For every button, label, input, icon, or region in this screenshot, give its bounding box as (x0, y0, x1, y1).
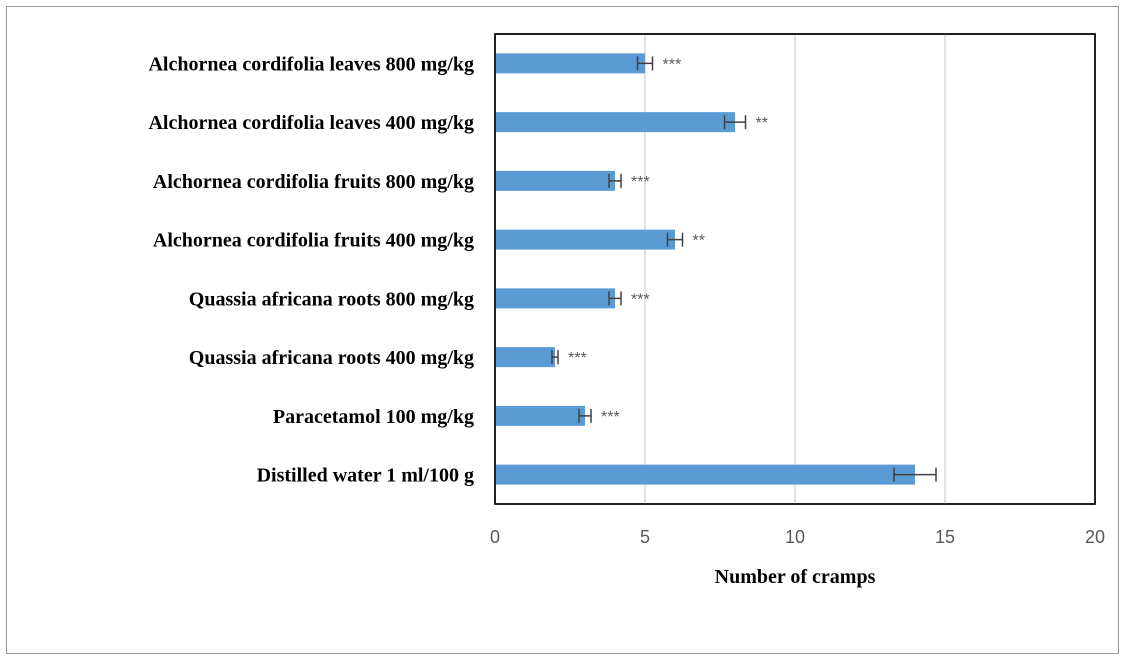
bar-7 (495, 464, 915, 485)
x-axis-title: Number of cramps (715, 566, 876, 588)
significance-label-3: ** (693, 233, 705, 250)
x-tick-label-3: 15 (935, 527, 955, 547)
bar-2 (495, 170, 615, 191)
significance-label-2: *** (631, 174, 650, 191)
significance-labels: ******************* (568, 56, 768, 426)
bar-4 (495, 288, 615, 309)
x-tick-labels: 0 5 10 15 20 (490, 527, 1105, 547)
category-label-5: Quassia africana roots 400 mg/kg (189, 347, 474, 369)
category-labels: Alchornea cordifolia leaves 800 mg/kg Alc… (148, 53, 474, 486)
x-tick-label-0: 0 (490, 527, 500, 547)
significance-label-6: *** (601, 409, 620, 426)
x-tick-label-1: 5 (640, 527, 650, 547)
plot-border (494, 33, 1096, 505)
x-tick-label-4: 20 (1085, 527, 1105, 547)
significance-label-1: ** (756, 115, 768, 132)
category-label-3: Alchornea cordifolia fruits 400 mg/kg (153, 230, 474, 252)
bar-6 (495, 405, 585, 426)
significance-label-0: *** (663, 56, 682, 73)
bar-5 (495, 347, 555, 368)
category-label-7: Distilled water 1 ml/100 g (257, 465, 474, 487)
error-bars (551, 56, 937, 482)
category-label-2: Alchornea cordifolia fruits 800 mg/kg (153, 171, 474, 193)
category-label-1: Alchornea cordifolia leaves 400 mg/kg (148, 112, 474, 134)
x-tick-label-2: 10 (785, 527, 805, 547)
significance-label-4: *** (631, 291, 650, 308)
bar-0 (495, 53, 645, 74)
bar-3 (495, 229, 675, 250)
category-label-6: Paracetamol 100 mg/kg (273, 406, 474, 428)
category-label-4: Quassia africana roots 800 mg/kg (189, 288, 474, 310)
category-label-0: Alchornea cordifolia leaves 800 mg/kg (148, 53, 474, 75)
significance-label-5: *** (568, 350, 587, 367)
bar-1 (495, 112, 735, 133)
bars (495, 53, 915, 485)
